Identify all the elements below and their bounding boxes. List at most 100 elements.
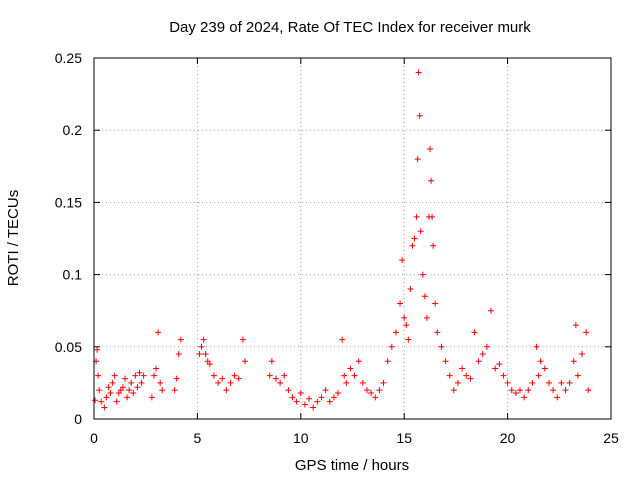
x-tick-label: 25	[603, 430, 619, 446]
chart-title: Day 239 of 2024, Rate Of TEC Index for r…	[169, 19, 531, 36]
data-point	[403, 322, 410, 329]
data-point	[415, 69, 422, 76]
data-point	[450, 387, 457, 394]
data-point	[138, 379, 145, 386]
data-point	[558, 379, 565, 386]
data-point	[500, 372, 507, 379]
x-axis-label: GPS time / hours	[295, 457, 409, 474]
data-point	[268, 358, 275, 365]
data-point	[130, 390, 137, 397]
data-point	[421, 293, 428, 300]
data-point	[227, 379, 234, 386]
data-point	[459, 365, 466, 372]
data-point	[413, 213, 420, 220]
data-point	[314, 398, 321, 405]
x-tick-label: 0	[90, 430, 98, 446]
data-point	[126, 387, 133, 394]
grid-lines	[94, 58, 611, 419]
data-point	[277, 379, 284, 386]
data-point	[159, 387, 166, 394]
x-tick-label: 5	[194, 430, 202, 446]
plot-frame	[93, 57, 612, 420]
data-point	[200, 336, 207, 343]
data-point	[306, 395, 313, 402]
data-point	[535, 372, 542, 379]
data-point	[310, 404, 317, 411]
data-point	[574, 372, 581, 379]
data-point	[550, 387, 557, 394]
data-point	[407, 286, 414, 293]
data-point	[392, 329, 399, 336]
data-point	[281, 372, 288, 379]
y-tick-label: 0.1	[63, 267, 83, 283]
y-tick-label: 0.15	[55, 194, 82, 210]
data-point	[330, 394, 337, 401]
y-tick-label: 0.2	[63, 122, 83, 138]
data-point	[351, 372, 358, 379]
data-point	[438, 343, 445, 350]
data-point	[96, 387, 103, 394]
data-points	[92, 69, 592, 411]
data-point	[537, 358, 544, 365]
data-point	[134, 384, 141, 391]
data-point	[343, 379, 350, 386]
data-point	[463, 372, 470, 379]
data-point	[414, 156, 421, 163]
data-point	[570, 358, 577, 365]
data-point	[368, 390, 375, 397]
data-point	[488, 307, 495, 314]
data-point	[347, 365, 354, 372]
data-point	[105, 384, 112, 391]
data-point	[215, 379, 222, 386]
data-point	[442, 358, 449, 365]
data-point	[322, 387, 329, 394]
data-point	[583, 329, 590, 336]
data-point	[517, 387, 524, 394]
data-point	[175, 351, 182, 358]
data-point	[140, 372, 147, 379]
data-point	[419, 271, 426, 278]
data-point	[339, 336, 346, 343]
data-point	[572, 322, 579, 329]
data-point	[92, 397, 99, 404]
data-point	[109, 379, 116, 386]
data-point	[198, 343, 205, 350]
data-point	[206, 361, 213, 368]
data-point	[335, 390, 342, 397]
data-point	[136, 369, 143, 376]
data-point	[122, 375, 129, 382]
data-point	[119, 384, 126, 391]
data-point	[434, 329, 441, 336]
data-point	[533, 343, 540, 350]
data-point	[266, 372, 273, 379]
data-point	[318, 394, 325, 401]
data-point	[101, 404, 108, 411]
data-point	[427, 145, 434, 152]
data-point	[239, 336, 246, 343]
data-point	[223, 387, 230, 394]
data-point	[432, 300, 439, 307]
data-point	[363, 387, 370, 394]
data-point	[479, 351, 486, 358]
y-tick-label: 0.25	[55, 50, 82, 66]
data-point	[428, 177, 435, 184]
data-point	[446, 372, 453, 379]
data-point	[113, 398, 120, 405]
x-tick-label: 10	[293, 430, 309, 446]
x-tick-label: 15	[396, 430, 412, 446]
data-point	[471, 329, 478, 336]
data-point	[235, 375, 242, 382]
data-point	[98, 398, 105, 405]
data-point	[272, 375, 279, 382]
data-point	[504, 379, 511, 386]
data-point	[293, 398, 300, 405]
data-point	[124, 394, 131, 401]
data-point	[405, 336, 412, 343]
data-point	[529, 379, 536, 386]
data-point	[541, 365, 548, 372]
data-point	[525, 387, 532, 394]
data-point	[132, 372, 139, 379]
data-point	[429, 213, 436, 220]
data-point	[416, 112, 423, 119]
